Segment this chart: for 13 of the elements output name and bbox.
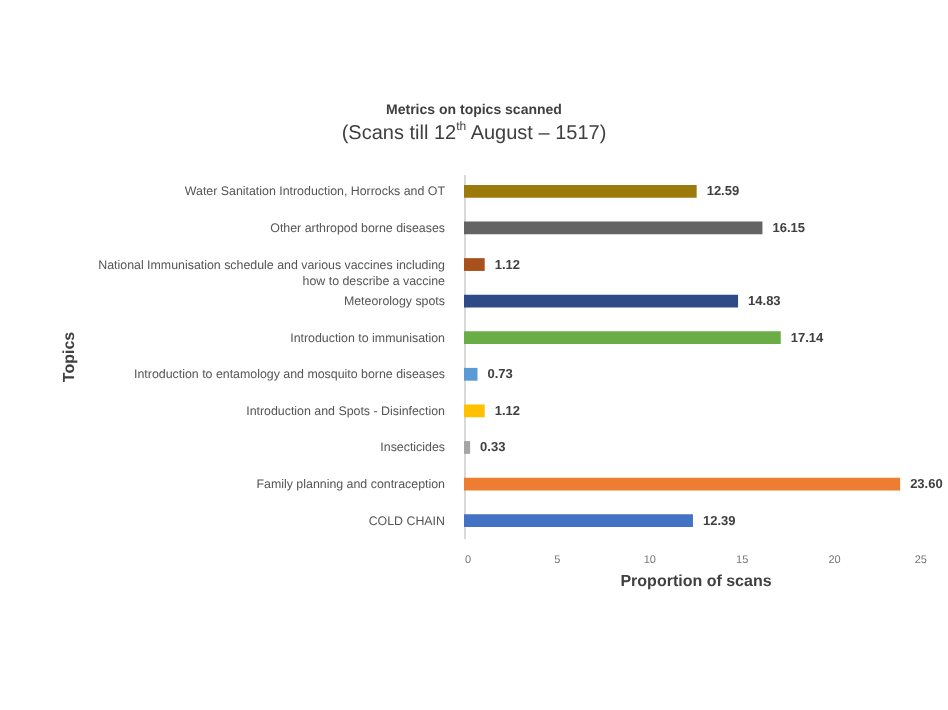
bar <box>464 514 693 528</box>
bar <box>464 441 471 454</box>
bar <box>464 221 763 235</box>
bar <box>464 404 485 418</box>
y-axis-title: Topics <box>60 330 79 383</box>
chart-subtitle: (Scans till 12$^{th}$ August – 1517) <box>339 122 609 145</box>
x-axis-title: Proportion of scans <box>620 572 773 590</box>
bar <box>464 294 739 308</box>
bar <box>464 258 485 271</box>
bar <box>464 367 478 381</box>
bar <box>464 477 901 491</box>
bar <box>464 331 781 345</box>
bar <box>464 184 697 198</box>
